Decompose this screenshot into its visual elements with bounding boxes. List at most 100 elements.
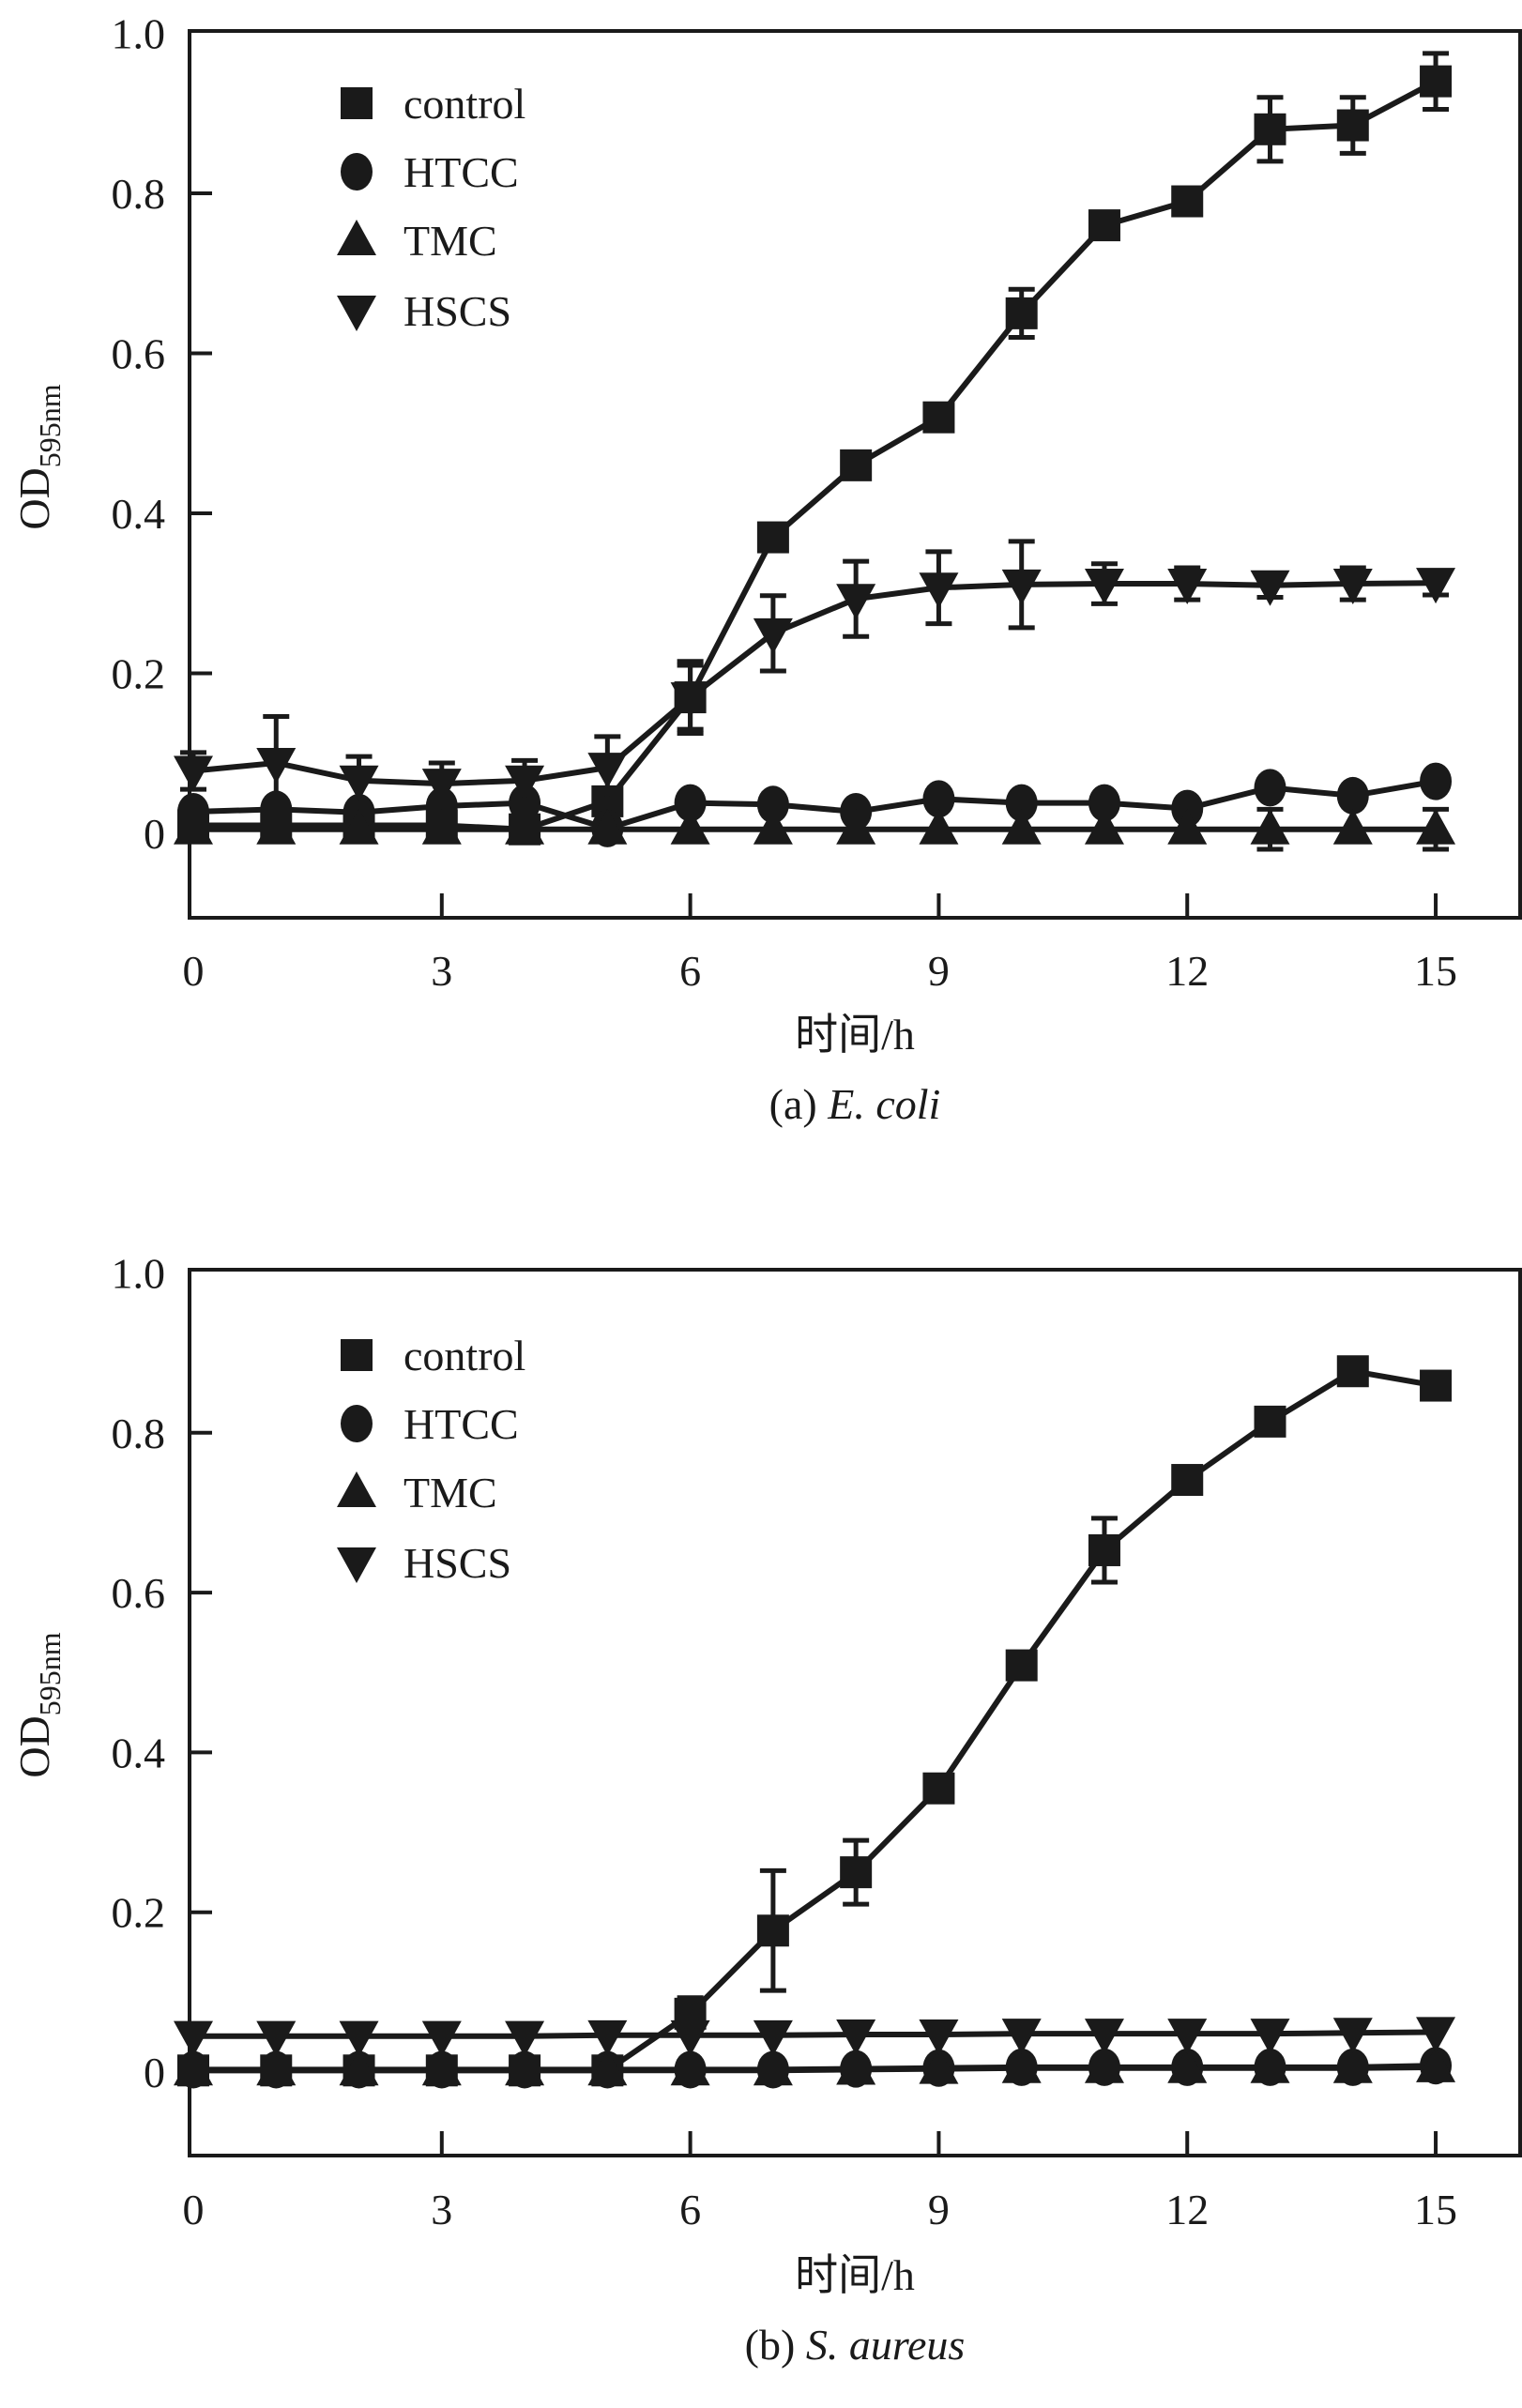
data-point-tmc bbox=[587, 808, 628, 845]
caption-species: E. coli bbox=[827, 1080, 940, 1128]
series-htcc bbox=[177, 762, 1453, 847]
data-point-tmc bbox=[1416, 2046, 1456, 2082]
panel-caption: (a) E. coli bbox=[769, 1080, 941, 1128]
x-tick-label: 15 bbox=[1414, 2186, 1457, 2233]
data-point-hscs bbox=[670, 2019, 710, 2056]
data-point-hscs bbox=[1416, 2017, 1456, 2053]
y-tick-label: 0 bbox=[144, 810, 165, 858]
series-line-htcc bbox=[192, 778, 1437, 832]
data-point-control bbox=[756, 1914, 789, 1947]
x-tick-label: 12 bbox=[1165, 947, 1209, 995]
y-axis-title: OD595nm bbox=[10, 384, 67, 529]
data-point-hscs bbox=[670, 682, 710, 719]
data-point-tmc bbox=[1084, 2047, 1124, 2083]
data-point-tmc bbox=[1167, 808, 1208, 845]
data-point-hscs bbox=[174, 755, 213, 792]
panel-b-saureus: 0 0.2 0.4 0.6 0.8 1.0 0 3 6 9 12 15 时间/h (b) S. aureu… bbox=[10, 1250, 1522, 2369]
data-point-tmc bbox=[174, 2050, 213, 2086]
data-point-control bbox=[840, 449, 873, 481]
x-tick-label: 0 bbox=[183, 2186, 205, 2233]
data-point-hscs bbox=[1416, 568, 1456, 604]
y-tick-label: 0.4 bbox=[112, 490, 166, 538]
y-tick-label: 0.2 bbox=[112, 650, 166, 698]
data-point-tmc bbox=[919, 808, 959, 845]
y-tick-label: 0.4 bbox=[112, 1729, 166, 1776]
data-point-control bbox=[1336, 109, 1369, 142]
data-point-tmc bbox=[1250, 2047, 1290, 2083]
data-point-hscs bbox=[1250, 570, 1290, 606]
data-point-tmc bbox=[174, 808, 213, 845]
data-point-tmc bbox=[421, 2050, 462, 2086]
caption-prefix: (a) bbox=[769, 1080, 829, 1128]
legend-label-hscs: HSCS bbox=[403, 287, 511, 335]
legend-marker-hscs bbox=[337, 296, 376, 331]
data-point-control bbox=[1171, 185, 1204, 218]
data-point-control bbox=[1420, 65, 1453, 98]
plot-frame bbox=[188, 29, 1522, 920]
data-point-hscs bbox=[339, 765, 379, 801]
legend-marker-control bbox=[341, 1339, 373, 1371]
series-hscs bbox=[174, 539, 1456, 812]
legend-marker-tmc bbox=[337, 1471, 376, 1507]
data-point-hscs bbox=[919, 2019, 959, 2055]
legend-label-htcc: HTCC bbox=[403, 1400, 519, 1448]
y-tick-label: 0.8 bbox=[112, 170, 166, 218]
plot-frame bbox=[188, 1268, 1522, 2157]
data-point-hscs bbox=[1167, 2019, 1208, 2055]
series-hscs bbox=[174, 2017, 1456, 2057]
y-axis-title-main: OD bbox=[10, 467, 58, 529]
data-point-control bbox=[1336, 1355, 1369, 1388]
data-point-tmc bbox=[1001, 808, 1042, 845]
data-point-tmc bbox=[1084, 808, 1124, 845]
data-point-hscs bbox=[1084, 569, 1124, 605]
data-point-htcc bbox=[1171, 789, 1204, 828]
data-point-hscs bbox=[256, 2020, 297, 2057]
data-point-htcc bbox=[1088, 784, 1120, 822]
data-point-control bbox=[1005, 1649, 1038, 1682]
data-point-tmc bbox=[1332, 808, 1373, 845]
series-line-hscs bbox=[192, 580, 1437, 787]
data-point-tmc bbox=[587, 2050, 628, 2086]
x-tick-label: 3 bbox=[431, 947, 452, 995]
series-tmc bbox=[174, 806, 1456, 852]
data-point-tmc bbox=[670, 808, 710, 845]
data-point-htcc bbox=[1005, 784, 1038, 822]
legend-marker-tmc bbox=[337, 220, 376, 255]
series-line-hscs bbox=[193, 2029, 1437, 2039]
data-point-tmc bbox=[753, 808, 793, 845]
data-point-hscs bbox=[1332, 569, 1373, 605]
data-point-hscs bbox=[587, 2019, 628, 2056]
panel-caption: (b) S. aureus bbox=[745, 2321, 966, 2369]
series-tmc bbox=[174, 2046, 1456, 2086]
legend-label-control: control bbox=[403, 80, 525, 128]
y-tick-label: 0.6 bbox=[112, 330, 166, 378]
data-point-htcc bbox=[674, 784, 707, 822]
data-point-hscs bbox=[753, 617, 793, 654]
data-point-hscs bbox=[1332, 2018, 1373, 2054]
data-point-htcc bbox=[509, 784, 541, 822]
x-tick-label: 0 bbox=[183, 947, 205, 995]
data-point-control bbox=[1088, 209, 1120, 242]
data-point-tmc bbox=[836, 2049, 876, 2085]
data-point-tmc bbox=[256, 808, 297, 845]
data-point-tmc bbox=[1332, 2047, 1373, 2083]
data-point-control bbox=[756, 521, 789, 554]
series-control bbox=[177, 1355, 1453, 2087]
series-line-tmc bbox=[193, 2064, 1437, 2074]
data-point-hscs bbox=[836, 2019, 876, 2055]
caption-species: S. aureus bbox=[806, 2321, 966, 2369]
x-tick-label: 9 bbox=[928, 947, 950, 995]
legend-label-control: control bbox=[403, 1332, 525, 1379]
y-axis-title-main: OD bbox=[10, 1715, 58, 1777]
legend: control HTCC TMC HSCS bbox=[337, 1332, 525, 1587]
data-point-hscs bbox=[421, 769, 462, 805]
data-point-control bbox=[840, 1856, 873, 1889]
data-point-tmc bbox=[505, 808, 545, 845]
data-point-hscs bbox=[836, 584, 876, 620]
data-point-hscs bbox=[919, 572, 959, 609]
data-point-tmc bbox=[256, 2050, 297, 2086]
data-point-tmc bbox=[421, 808, 462, 845]
y-axis-title-subscript: 595nm bbox=[33, 384, 67, 467]
data-point-hscs bbox=[1250, 2019, 1290, 2055]
